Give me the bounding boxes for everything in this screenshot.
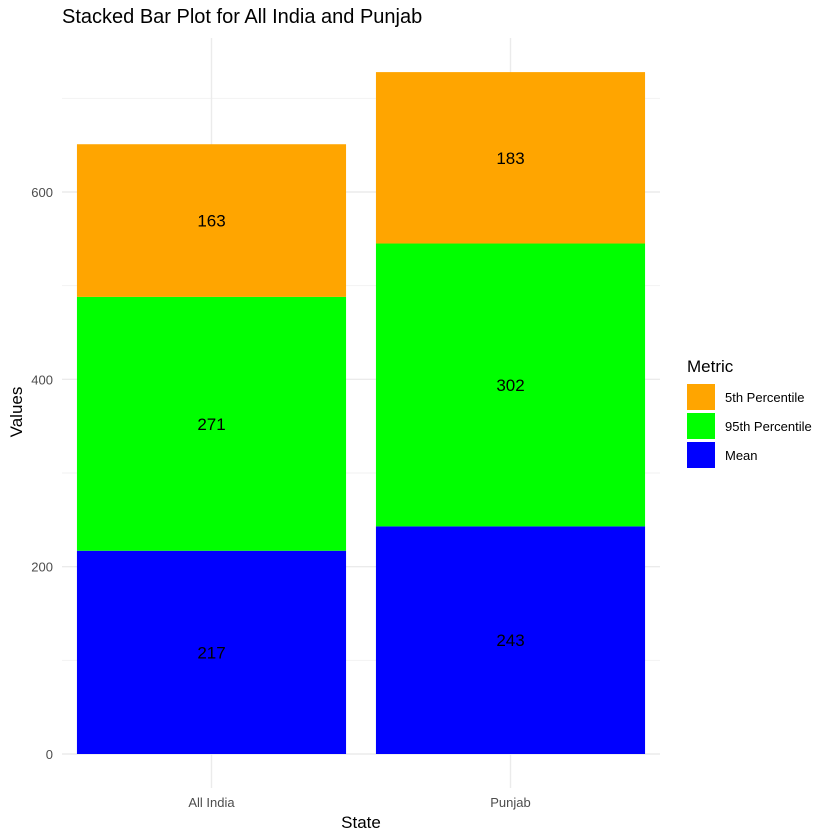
y-tick-label: 600	[31, 185, 53, 200]
x-tick-label: All India	[188, 795, 235, 810]
legend-title: Metric	[687, 357, 734, 376]
y-tick-label: 400	[31, 372, 53, 387]
bar-segment	[375, 243, 646, 527]
data-label: 183	[496, 149, 524, 168]
x-axis-title: State	[341, 813, 381, 832]
legend-label: 5th Percentile	[725, 390, 805, 405]
legend: Metric 5th Percentile 95th Percentile Mean	[687, 357, 812, 468]
y-axis-title: Values	[7, 387, 26, 438]
data-label: 302	[496, 376, 524, 395]
chart-title: Stacked Bar Plot for All India and Punja…	[62, 6, 422, 28]
data-label: 243	[496, 631, 524, 650]
y-tick-label: 200	[31, 560, 53, 575]
data-label: 217	[197, 643, 225, 662]
axes: 0 200 400 600 All India Punjab	[31, 185, 530, 810]
bar-labels: 217 271 163 243 302 183	[197, 149, 524, 663]
y-tick-label: 0	[46, 747, 53, 762]
legend-label: 95th Percentile	[725, 419, 812, 434]
legend-swatch	[687, 384, 715, 410]
data-label: 271	[197, 415, 225, 434]
bar-segment	[76, 550, 347, 754]
bar-segment	[76, 144, 347, 297]
data-label: 163	[197, 212, 225, 231]
bar-segment	[375, 526, 646, 754]
legend-label: Mean	[725, 448, 758, 463]
x-tick-label: Punjab	[490, 795, 530, 810]
bar-segment	[375, 72, 646, 244]
bar-segment	[76, 296, 347, 551]
legend-swatch	[687, 413, 715, 439]
bars	[76, 72, 646, 754]
legend-swatch	[687, 442, 715, 468]
